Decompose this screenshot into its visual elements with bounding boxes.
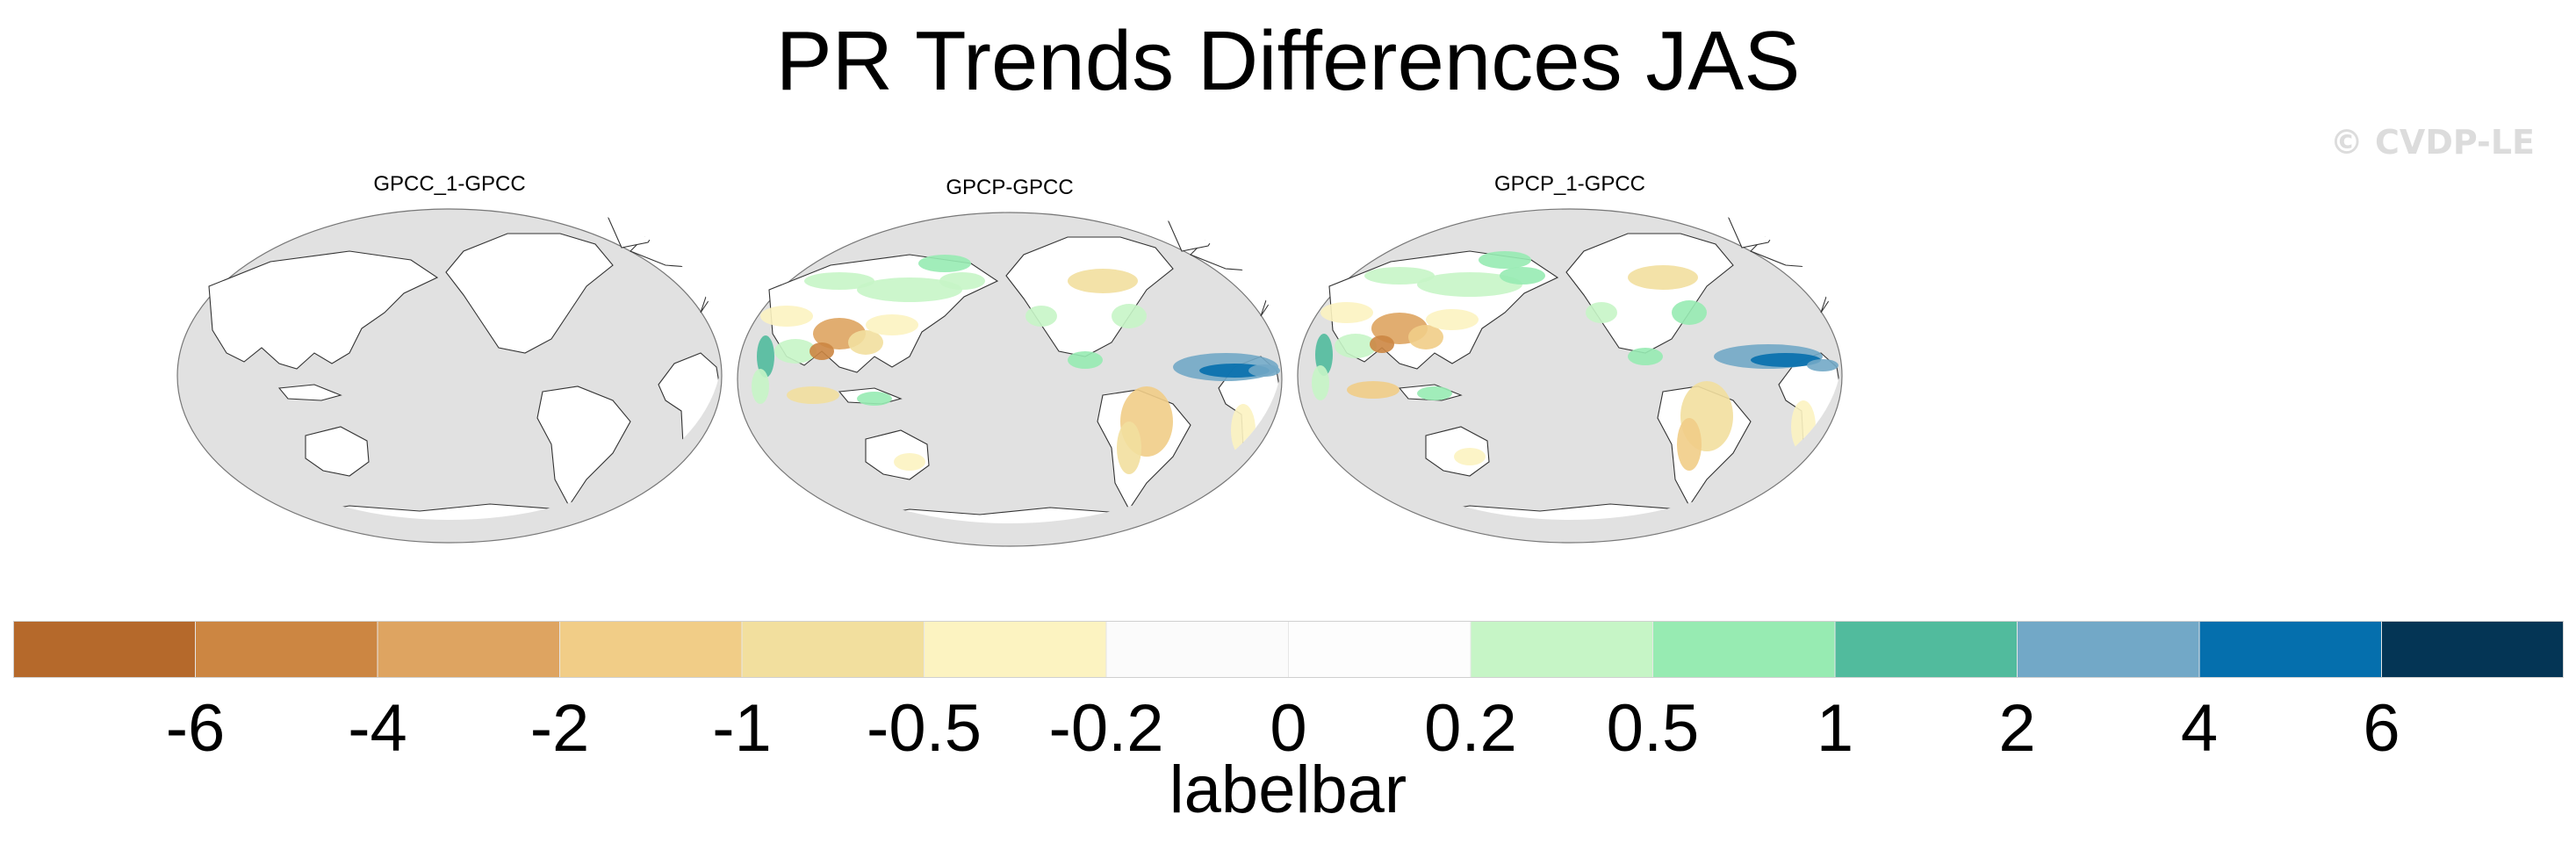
trend-patch bbox=[1586, 302, 1617, 323]
map-canvas bbox=[737, 208, 1283, 547]
colorbar-swatch bbox=[13, 621, 197, 678]
colorbar-tick-label: 4 bbox=[2180, 691, 2219, 766]
colorbar-swatch bbox=[741, 621, 925, 678]
colorbar bbox=[13, 621, 2564, 678]
colorbar-tick-label: 1 bbox=[1816, 691, 1854, 766]
colorbar-tick-label: 0 bbox=[1270, 691, 1307, 766]
trend-patch bbox=[752, 369, 769, 404]
figure-title: PR Trends Differences JAS bbox=[775, 14, 1801, 108]
panel-title: GPCP-GPCC bbox=[946, 176, 1074, 199]
colorbar-swatch bbox=[924, 621, 1107, 678]
colorbar-swatch bbox=[195, 621, 378, 678]
map-panel: GPCP_1-GPCC bbox=[1294, 172, 1846, 576]
trend-patch bbox=[1751, 353, 1821, 367]
trend-patch bbox=[1248, 364, 1280, 377]
trend-patch bbox=[774, 339, 817, 364]
ocean bbox=[1297, 208, 1843, 544]
trend-patch bbox=[804, 272, 874, 290]
trend-patch bbox=[1025, 306, 1057, 327]
land-indo bbox=[277, 384, 342, 401]
colorbar-tick-label: -6 bbox=[165, 691, 226, 766]
map-canvas bbox=[176, 205, 723, 544]
trend-patch bbox=[1068, 269, 1138, 293]
colorbar-swatch bbox=[1288, 621, 1471, 678]
trend-patch bbox=[1426, 309, 1479, 330]
colorbar-swatch bbox=[559, 621, 743, 678]
trend-patch bbox=[760, 306, 813, 327]
colorbar-tick-label: 2 bbox=[1998, 691, 2036, 766]
trend-patch bbox=[1320, 302, 1373, 323]
land-green bbox=[1167, 208, 1227, 252]
colorbar-tick-label: -2 bbox=[529, 691, 590, 766]
trend-patch bbox=[1454, 448, 1486, 465]
trend-patch bbox=[1335, 334, 1377, 358]
trend-patch bbox=[1068, 351, 1103, 369]
trend-patch bbox=[1677, 418, 1702, 471]
colorbar-swatch bbox=[2017, 621, 2200, 678]
trend-patch bbox=[918, 255, 971, 272]
colorbar-tick-label: 0.5 bbox=[1606, 691, 1700, 766]
watermark: © CVDP-LE bbox=[2329, 123, 2535, 162]
panel-title: GPCC_1-GPCC bbox=[373, 172, 526, 196]
land-namer bbox=[445, 233, 614, 354]
trend-patch bbox=[1370, 335, 1394, 353]
colorbar-swatch bbox=[1652, 621, 1836, 678]
colorbar-tick-label: -0.2 bbox=[1048, 691, 1164, 766]
trend-patch bbox=[1417, 386, 1452, 400]
trend-patch bbox=[1628, 265, 1698, 290]
trend-patch bbox=[809, 342, 834, 360]
colorbar-swatch bbox=[1105, 621, 1290, 678]
colorbar-tick-label: -1 bbox=[712, 691, 772, 766]
trend-patch bbox=[848, 330, 883, 355]
trend-patch bbox=[894, 453, 925, 471]
trend-patch bbox=[787, 386, 839, 404]
colorbar-swatch bbox=[2198, 621, 2383, 678]
trend-patch bbox=[857, 277, 962, 302]
trend-patch bbox=[1112, 304, 1147, 328]
trend-patch bbox=[939, 272, 985, 290]
land-samer bbox=[536, 385, 631, 508]
trend-patch bbox=[1479, 251, 1531, 269]
trend-patch bbox=[757, 335, 774, 378]
land-austr bbox=[305, 426, 370, 477]
trend-patch bbox=[1672, 300, 1707, 325]
trend-patch bbox=[1117, 422, 1141, 474]
colorbar-swatch bbox=[2381, 621, 2564, 678]
panel-title: GPCP_1-GPCC bbox=[1493, 172, 1646, 196]
trend-patch bbox=[1417, 272, 1522, 297]
land-namer bbox=[1565, 233, 1734, 354]
trend-patch bbox=[1628, 348, 1663, 365]
trend-patch bbox=[857, 392, 892, 406]
colorbar-tick-label: -0.5 bbox=[867, 691, 982, 766]
trend-patch bbox=[1312, 365, 1329, 400]
trend-patch bbox=[1364, 267, 1435, 285]
colorbar-swatch bbox=[1470, 621, 1654, 678]
ocean bbox=[176, 208, 723, 544]
trend-patch bbox=[866, 314, 918, 335]
trend-patch bbox=[1315, 334, 1333, 376]
land-green bbox=[1727, 205, 1787, 249]
map-panel: GPCP-GPCC bbox=[734, 176, 1285, 580]
land-green bbox=[607, 205, 666, 249]
colorbar-title: labelbar bbox=[1169, 753, 1407, 827]
colorbar-tick-label: -4 bbox=[348, 691, 407, 766]
trend-patch bbox=[1500, 267, 1545, 285]
trend-patch bbox=[1807, 359, 1838, 371]
land-namer bbox=[1005, 236, 1174, 357]
colorbar-swatch bbox=[1834, 621, 2018, 678]
map-panel: GPCC_1-GPCC bbox=[174, 172, 725, 576]
colorbar-swatch bbox=[377, 621, 561, 678]
map-canvas bbox=[1297, 205, 1843, 544]
trend-patch bbox=[1347, 381, 1400, 399]
land-asia bbox=[208, 250, 439, 370]
trend-patch bbox=[1408, 325, 1443, 349]
colorbar-tick-label: 0.2 bbox=[1424, 691, 1517, 766]
colorbar-tick-label: 6 bbox=[2363, 691, 2400, 766]
